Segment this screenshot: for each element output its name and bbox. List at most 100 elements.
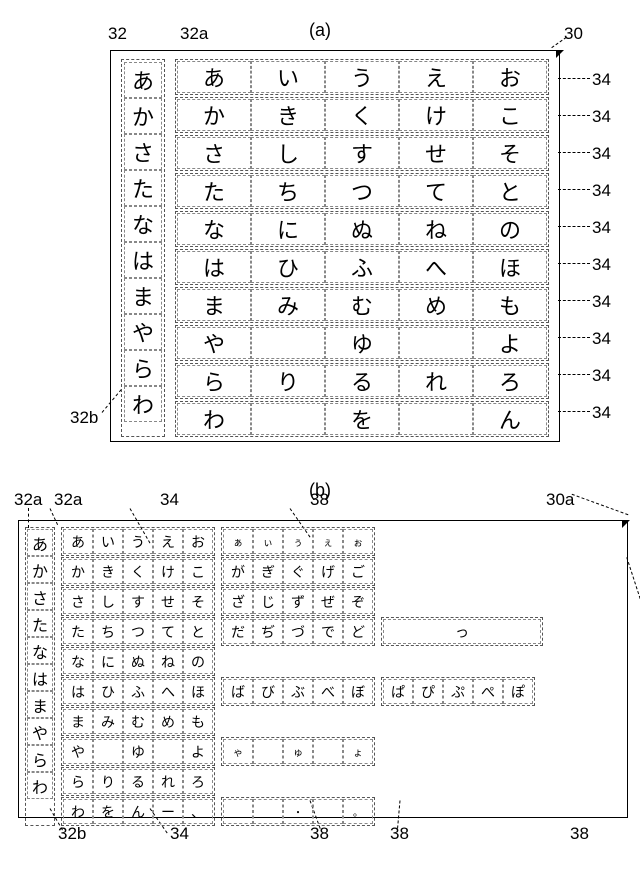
kana-cell: え bbox=[399, 61, 473, 93]
kana-rows-a: あいうえおかきくけこさしすせそたちつてとなにぬねのはひふへほまみむめもやゆよらり… bbox=[175, 59, 549, 437]
kana-cell: ど bbox=[343, 619, 373, 644]
kana-cell: ゃ bbox=[223, 739, 253, 764]
kana-group-38: ゃゅょ bbox=[221, 737, 375, 766]
kana-cell bbox=[313, 799, 343, 824]
kana-row-b: まみむめも bbox=[61, 707, 543, 736]
kana-cell: お bbox=[183, 529, 213, 554]
kana-row: らりるれろ bbox=[175, 363, 549, 399]
kana-cell: や bbox=[177, 327, 251, 359]
kana-cell: な bbox=[63, 649, 93, 674]
kana-row: さしすせそ bbox=[175, 135, 549, 171]
kana-cell: け bbox=[153, 559, 183, 584]
kana-row: たちつてと bbox=[175, 173, 549, 209]
index-cell: ら bbox=[124, 350, 162, 386]
index-cell: か bbox=[27, 556, 53, 583]
callout-b-38-bot2: 38 bbox=[390, 824, 409, 844]
kana-cell: そ bbox=[473, 137, 547, 169]
kana-cell: あ bbox=[177, 61, 251, 93]
kana-group-38-extra: ぱぴぷぺぽ bbox=[381, 677, 535, 706]
kana-group-34: まみむめも bbox=[61, 707, 215, 736]
kana-cell: ち bbox=[93, 619, 123, 644]
kana-cell: つ bbox=[123, 619, 153, 644]
index-cell: あ bbox=[27, 529, 53, 556]
kana-cell: も bbox=[473, 289, 547, 321]
lead-34 bbox=[558, 263, 590, 264]
kana-group-34: あいうえお bbox=[61, 527, 215, 556]
kana-cell: る bbox=[123, 769, 153, 794]
index-cell: ま bbox=[124, 278, 162, 314]
kana-row: わをん bbox=[175, 401, 549, 437]
index-cell: な bbox=[124, 206, 162, 242]
kana-cell: ば bbox=[223, 679, 253, 704]
index-cell: は bbox=[124, 242, 162, 278]
kana-cell: き bbox=[251, 99, 325, 131]
kana-cell: し bbox=[93, 589, 123, 614]
lead-34 bbox=[558, 337, 590, 338]
kana-cell: ぞ bbox=[343, 589, 373, 614]
kana-cell: を bbox=[325, 403, 399, 435]
kana-cell: れ bbox=[153, 769, 183, 794]
kana-cell: で bbox=[313, 619, 343, 644]
kana-cell: よ bbox=[473, 327, 547, 359]
kana-cell: て bbox=[399, 175, 473, 207]
kana-cell: は bbox=[177, 251, 251, 283]
kana-cell: な bbox=[177, 213, 251, 245]
index-cell: な bbox=[27, 637, 53, 664]
kana-cell: へ bbox=[153, 679, 183, 704]
kana-group-34: らりるれろ bbox=[61, 767, 215, 796]
kana-cell: お bbox=[473, 61, 547, 93]
callout-34: 34 bbox=[592, 70, 611, 90]
kana-cell: え bbox=[153, 529, 183, 554]
kana-row-b: はひふへほばびぶべぼぱぴぷぺぽ bbox=[61, 677, 543, 706]
kana-cell: さ bbox=[177, 137, 251, 169]
kana-cell bbox=[251, 403, 325, 435]
kana-cell: ろ bbox=[473, 365, 547, 397]
kana-cell: ゅ bbox=[283, 739, 313, 764]
kana-cell: ね bbox=[153, 649, 183, 674]
kana-cell bbox=[223, 799, 253, 824]
panel-a-frame: あかさたなはまやらわ あいうえおかきくけこさしすせそたちつてとなにぬねのはひふへ… bbox=[110, 50, 560, 442]
kana-cell: り bbox=[251, 365, 325, 397]
kana-cell: ん bbox=[123, 799, 153, 824]
index-cell: か bbox=[124, 98, 162, 134]
kana-group-38-extra: っ bbox=[381, 617, 543, 646]
kana-cell: く bbox=[123, 559, 153, 584]
kana-group-38: ぁぃぅぇぉ bbox=[221, 527, 375, 556]
callout-34: 34 bbox=[592, 218, 611, 238]
kana-cell: う bbox=[123, 529, 153, 554]
figure-label-a: (a) bbox=[10, 20, 630, 41]
panel-b-container: (b) 32a 32a 34 38 30a 32b 34 38 38 38 あか… bbox=[10, 480, 630, 850]
kana-cell: ぶ bbox=[283, 679, 313, 704]
kana-cell: ず bbox=[283, 589, 313, 614]
kana-cell: せ bbox=[399, 137, 473, 169]
index-cell: た bbox=[27, 610, 53, 637]
kana-row-b: さしすせそざじずぜぞ bbox=[61, 587, 543, 616]
kana-cell: げ bbox=[313, 559, 343, 584]
kana-cell: ょ bbox=[343, 739, 373, 764]
kana-cell bbox=[399, 403, 473, 435]
kana-cell: ぅ bbox=[283, 529, 313, 554]
kana-cell: し bbox=[251, 137, 325, 169]
index-cell: わ bbox=[124, 386, 162, 422]
kana-cell bbox=[399, 327, 473, 359]
kana-group-34: はひふへほ bbox=[61, 677, 215, 706]
panel-a-container: (a) 32 32a 30 32b 34343434343434343434 あ… bbox=[10, 20, 630, 450]
index-cell: は bbox=[27, 664, 53, 691]
kana-cell: め bbox=[153, 709, 183, 734]
kana-row-b: らりるれろ bbox=[61, 767, 543, 796]
callout-30: 30 bbox=[564, 24, 583, 44]
kana-cell: ひ bbox=[93, 679, 123, 704]
kana-cell: ぜ bbox=[313, 589, 343, 614]
kana-row: まみむめも bbox=[175, 287, 549, 323]
kana-cell: じ bbox=[253, 589, 283, 614]
kana-cell: ほ bbox=[473, 251, 547, 283]
kana-cell: ぱ bbox=[383, 679, 413, 704]
kana-cell bbox=[93, 739, 123, 764]
kana-cell: す bbox=[123, 589, 153, 614]
callout-b-38-top: 38 bbox=[310, 490, 329, 510]
kana-cell: ぬ bbox=[325, 213, 399, 245]
kana-cell: み bbox=[251, 289, 325, 321]
kana-cell: ぇ bbox=[313, 529, 343, 554]
kana-group-34: なにぬねの bbox=[61, 647, 215, 676]
callout-b-32a-2: 32a bbox=[54, 490, 82, 510]
